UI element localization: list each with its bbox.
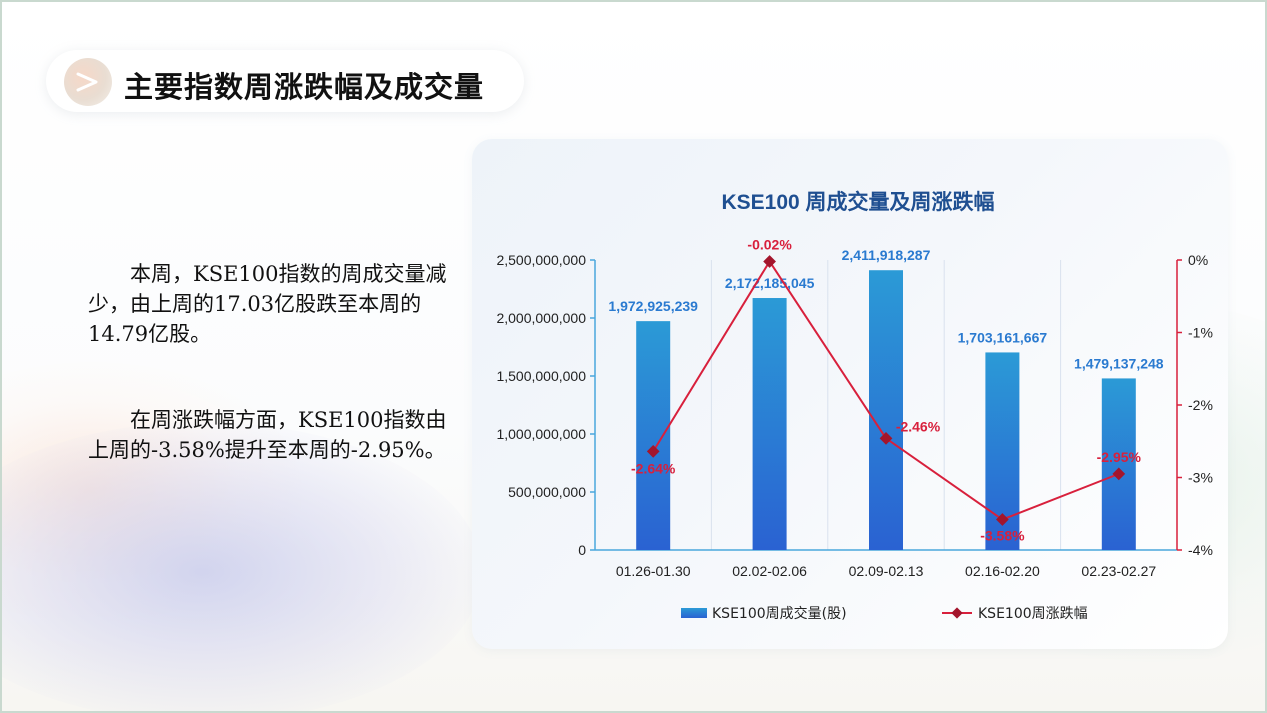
line-point [646, 445, 660, 458]
bar-data-label: 2,411,918,287 [842, 247, 931, 263]
volume-change-chart: KSE100 周成交量及周涨跌幅 0 500,000,000 1,000,000,0… [496, 190, 1213, 622]
y-left-tick-label: 500,000,000 [508, 484, 586, 500]
bar-data-label: 1,703,161,667 [958, 329, 1048, 345]
line-data-label: -2.95% [1097, 449, 1142, 465]
line-data-label: -0.02% [747, 236, 792, 252]
bar-data-label: 2,172,185,045 [725, 275, 815, 291]
x-tick-label: 02.16-02.20 [965, 563, 1040, 579]
legend-label-change: KSE100周涨跌幅 [978, 606, 1088, 622]
legend-swatch-volume [681, 608, 707, 618]
y-left-tick-label: 2,500,000,000 [496, 252, 586, 268]
bar-data-label: 1,972,925,239 [608, 298, 698, 314]
bar [1101, 378, 1136, 550]
line-data-label: -2.64% [631, 460, 676, 476]
y-right-tick-label: -2% [1188, 397, 1213, 413]
y-right-tick-label: -1% [1188, 325, 1213, 341]
bar [752, 298, 787, 550]
bar-data-label: 1,479,137,248 [1074, 355, 1164, 371]
line-data-label: -2.46% [896, 418, 941, 434]
page-title: 主要指数周涨跌幅及成交量 [124, 70, 485, 104]
y-right-tick-label: -4% [1188, 542, 1213, 558]
y-right-tick-label: -3% [1188, 470, 1213, 486]
x-tick-label: 01.26-01.30 [616, 563, 691, 579]
y-left-tick-label: 0 [578, 542, 586, 558]
chart-title: KSE100 周成交量及周涨跌幅 [721, 190, 994, 214]
line-point [763, 255, 776, 268]
summary-volume-text: 本周，KSE100指数的周成交量减少，由上周的17.03亿股跌至本周的14.79… [88, 262, 447, 346]
chevron-right-icon [64, 58, 112, 106]
bar [636, 321, 671, 550]
line-point [1112, 467, 1126, 481]
summary-change-text: 在周涨跌幅方面，KSE100指数由上周的-3.58%提升至本周的-2.95%。 [88, 408, 447, 462]
y-left-tick-label: 2,000,000,000 [496, 310, 586, 326]
y-left-tick-label: 1,500,000,000 [496, 368, 586, 384]
y-right-tick-label: 0% [1188, 252, 1208, 268]
x-tick-label: 02.23-02.27 [1081, 563, 1156, 579]
bar [869, 270, 903, 550]
title-bar [46, 50, 524, 112]
legend-label-volume: KSE100周成交量(股) [712, 605, 847, 622]
y-left-tick-label: 1,000,000,000 [496, 426, 586, 442]
legend-marker-change [951, 607, 963, 619]
line-data-label: -3.58% [980, 528, 1025, 544]
background-decoration [2, 422, 482, 711]
x-tick-label: 02.02-02.06 [732, 563, 807, 579]
x-tick-label: 02.09-02.13 [849, 563, 924, 579]
